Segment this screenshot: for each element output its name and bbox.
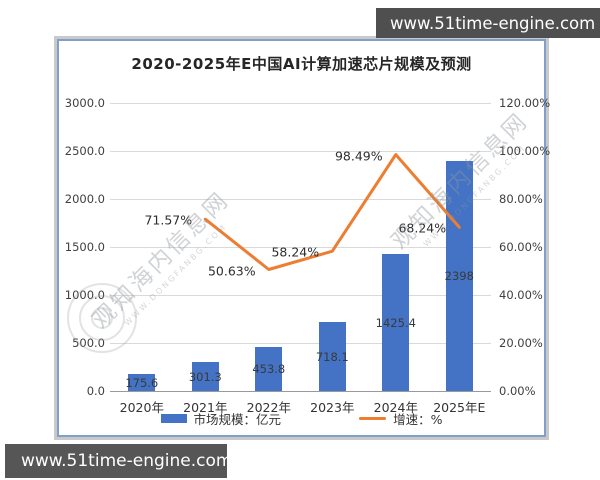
right-axis-tick-label: 0.00% (499, 384, 536, 398)
line-value-label: 50.63% (207, 263, 256, 278)
bar (255, 347, 283, 391)
legend-label: 市场规模：亿元 (193, 412, 282, 427)
right-axis-tick-label: 100.00% (499, 144, 551, 158)
gridline (110, 151, 491, 152)
chart-title: 2020-2025年E中国AI计算加速芯片规模及预测 (131, 55, 472, 73)
gridline (110, 199, 491, 200)
watermark-banner-top: www.51time-engine.com (376, 8, 600, 38)
bar (382, 254, 410, 391)
legend-label: 增速：% (393, 412, 443, 427)
right-axis-tick-label: 40.00% (499, 288, 543, 302)
legend: 市场规模：亿元 增速：% (59, 409, 544, 428)
left-axis-tick-label: 1000.0 (64, 288, 105, 302)
bar-value-label: 453.8 (252, 362, 286, 377)
bar-value-label: 718.1 (315, 349, 349, 364)
x-axis-line (110, 391, 491, 392)
growth-line (203, 153, 461, 271)
x-axis-tick-label: 2024年 (373, 400, 418, 415)
x-axis-tick-label: 2021年 (183, 400, 228, 415)
gridline (110, 343, 491, 344)
bar (318, 322, 346, 391)
bar-value-label: 301.3 (188, 369, 222, 384)
right-axis-tick-label: 60.00% (499, 240, 543, 254)
x-axis-tick-label: 2020年 (119, 400, 164, 415)
bar-value-label: 1425.4 (375, 315, 416, 330)
bar (191, 362, 219, 391)
left-axis-tick-label: 0.0 (86, 384, 105, 398)
left-axis-tick-label: 3000.0 (64, 96, 105, 110)
right-axis-tick-label: 20.00% (499, 336, 543, 350)
legend-item-growth-rate: 增速：% (359, 409, 442, 428)
line-value-label: 68.24% (398, 220, 447, 236)
left-axis-tick-label: 2500.0 (64, 144, 105, 158)
gridline (110, 295, 491, 296)
right-axis-tick-label: 80.00% (499, 192, 543, 206)
plot-area: 2020-2025年E中国AI计算加速芯片规模及预测 市场规模：亿元 增速：% 3… (59, 41, 550, 435)
watermark-banner-bottom-text: www.51time-engine.com (21, 451, 233, 471)
left-axis-tick-label: 1500.0 (64, 240, 105, 254)
x-axis-tick-label: 2023年 (310, 400, 355, 415)
bar (128, 374, 156, 391)
legend-item-market-size: 市场规模：亿元 (160, 409, 282, 428)
legend-bar-swatch-icon (160, 414, 187, 423)
left-axis-tick-label: 500.0 (72, 336, 105, 350)
watermark-banner-bottom: www.51time-engine.com (5, 444, 232, 478)
gridline (110, 103, 491, 104)
watermark-banner-top-text: www.51time-engine.com (390, 13, 596, 33)
line-value-label: 71.57% (144, 212, 193, 228)
bar-value-label: 175.6 (125, 375, 159, 390)
right-axis-tick-label: 120.00% (499, 96, 551, 110)
line-value-label: 98.49% (334, 148, 383, 164)
legend-line-swatch-icon (359, 417, 387, 420)
left-axis-tick-label: 2000.0 (64, 192, 105, 206)
bar-value-label: 2398 (444, 268, 474, 283)
x-axis-tick-label: 2022年 (246, 400, 291, 415)
line-value-label: 58.24% (271, 244, 320, 260)
chart-frame: 2020-2025年E中国AI计算加速芯片规模及预测 市场规模：亿元 增速：% 3… (57, 39, 550, 437)
x-axis-tick-label: 2025年E (433, 400, 486, 415)
